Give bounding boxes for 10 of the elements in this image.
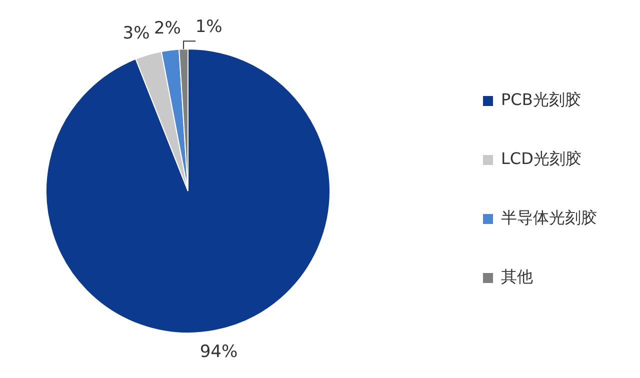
- data-label: 94%: [200, 342, 238, 362]
- data-label: 3%: [122, 24, 150, 44]
- data-label: 1%: [195, 17, 222, 38]
- data-label: 2%: [154, 18, 181, 38]
- pie-slice: [46, 48, 330, 334]
- legend-label: 半导体光刻胶: [501, 208, 597, 229]
- legend-label: LCD光刻胶: [501, 149, 582, 170]
- pie-slice: [135, 51, 188, 192]
- legend-label: PCB光刻胶: [501, 90, 581, 111]
- legend-label: 其他: [501, 267, 533, 288]
